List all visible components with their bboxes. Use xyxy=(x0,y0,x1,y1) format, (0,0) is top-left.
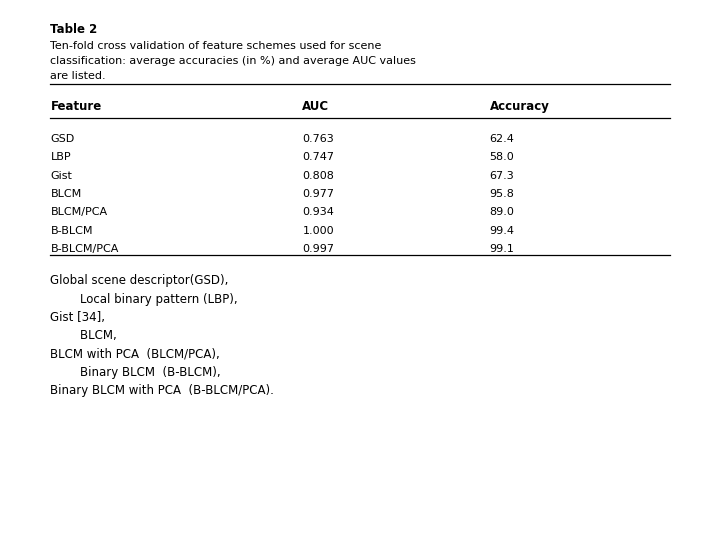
Text: 0.763: 0.763 xyxy=(302,134,334,144)
Text: Gist: Gist xyxy=(50,171,72,181)
Text: B-BLCM: B-BLCM xyxy=(50,226,93,236)
Text: B-BLCM/PCA: B-BLCM/PCA xyxy=(50,244,119,254)
Text: Accuracy: Accuracy xyxy=(490,100,549,113)
Text: AUC: AUC xyxy=(302,100,330,113)
Text: Gist [34],: Gist [34], xyxy=(50,311,105,324)
Text: 0.747: 0.747 xyxy=(302,152,334,163)
Text: Local binary pattern (LBP),: Local binary pattern (LBP), xyxy=(50,293,238,306)
Text: 1.000: 1.000 xyxy=(302,226,334,236)
Text: 95.8: 95.8 xyxy=(490,189,515,199)
Text: Binary BLCM  (B-BLCM),: Binary BLCM (B-BLCM), xyxy=(50,366,221,379)
Text: classification: average accuracies (in %) and average AUC values: classification: average accuracies (in %… xyxy=(50,56,416,66)
Text: are listed.: are listed. xyxy=(50,71,106,82)
Text: 0.934: 0.934 xyxy=(302,207,334,218)
Text: 67.3: 67.3 xyxy=(490,171,514,181)
Text: Global scene descriptor(GSD),: Global scene descriptor(GSD), xyxy=(50,274,229,287)
Text: 62.4: 62.4 xyxy=(490,134,515,144)
Text: Ten-fold cross validation of feature schemes used for scene: Ten-fold cross validation of feature sch… xyxy=(50,41,382,51)
Text: Binary BLCM with PCA  (B-BLCM/PCA).: Binary BLCM with PCA (B-BLCM/PCA). xyxy=(50,384,274,397)
Text: LBP: LBP xyxy=(50,152,71,163)
Text: 99.4: 99.4 xyxy=(490,226,515,236)
Text: 0.997: 0.997 xyxy=(302,244,334,254)
Text: 0.808: 0.808 xyxy=(302,171,334,181)
Text: 99.1: 99.1 xyxy=(490,244,515,254)
Text: BLCM,: BLCM, xyxy=(50,329,117,342)
Text: Feature: Feature xyxy=(50,100,102,113)
Text: 58.0: 58.0 xyxy=(490,152,514,163)
Text: BLCM/PCA: BLCM/PCA xyxy=(50,207,107,218)
Text: 89.0: 89.0 xyxy=(490,207,515,218)
Text: BLCM: BLCM xyxy=(50,189,81,199)
Text: BLCM with PCA  (BLCM/PCA),: BLCM with PCA (BLCM/PCA), xyxy=(50,348,220,361)
Text: 0.977: 0.977 xyxy=(302,189,334,199)
Text: GSD: GSD xyxy=(50,134,75,144)
Text: Table 2: Table 2 xyxy=(50,23,98,36)
